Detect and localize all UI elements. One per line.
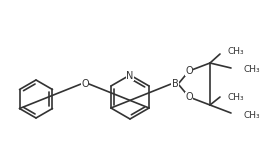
Text: O: O	[81, 79, 89, 89]
Text: CH₃: CH₃	[243, 66, 260, 74]
Text: CH₃: CH₃	[228, 92, 245, 102]
Text: O: O	[185, 92, 193, 102]
Text: O: O	[185, 66, 193, 76]
Text: CH₃: CH₃	[228, 48, 245, 57]
Text: N: N	[126, 71, 134, 81]
Text: B: B	[172, 79, 178, 89]
Text: CH₃: CH₃	[243, 111, 260, 120]
